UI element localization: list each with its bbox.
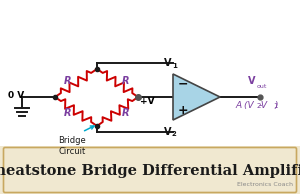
Text: Bridge
Circuit: Bridge Circuit <box>58 136 86 156</box>
Text: −: − <box>178 77 188 90</box>
Text: A (V: A (V <box>235 101 254 110</box>
Text: R: R <box>122 76 129 86</box>
Text: V: V <box>164 58 171 68</box>
Text: V: V <box>164 127 171 137</box>
Text: R: R <box>64 108 72 119</box>
Text: 0 V: 0 V <box>8 92 24 100</box>
FancyBboxPatch shape <box>4 147 296 192</box>
Text: 2: 2 <box>172 132 177 138</box>
Text: +V: +V <box>140 96 154 106</box>
Text: Electronics Coach: Electronics Coach <box>237 182 293 187</box>
Text: +: + <box>178 104 188 117</box>
Text: 1: 1 <box>273 102 278 108</box>
Text: V: V <box>248 76 256 86</box>
Bar <box>0 0 300 146</box>
Text: R: R <box>64 76 72 86</box>
Text: 2: 2 <box>257 102 261 108</box>
Text: -V: -V <box>259 101 268 110</box>
Text: Wheatstone Bridge Differential Amplifier: Wheatstone Bridge Differential Amplifier <box>0 164 300 178</box>
Text: R: R <box>122 108 129 119</box>
Polygon shape <box>173 74 220 120</box>
Text: ): ) <box>275 101 278 110</box>
Text: out: out <box>257 84 267 89</box>
Text: 1: 1 <box>172 62 177 68</box>
